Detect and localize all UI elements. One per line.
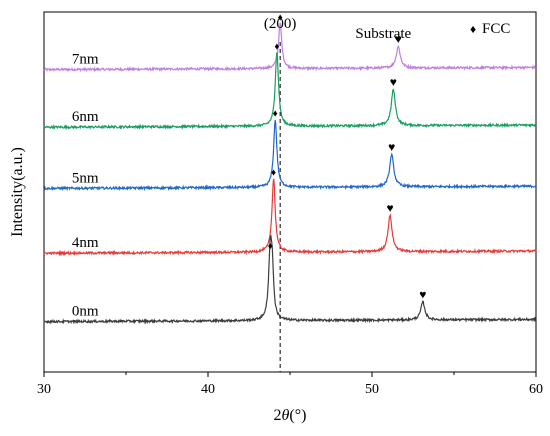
- series-line-0nm: [43, 235, 537, 325]
- series-label-7nm: 7nm: [72, 52, 99, 68]
- x-axis-label-prefix: 2: [274, 407, 282, 424]
- fcc-peak-diamond-icon: ♦: [273, 109, 278, 120]
- substrate-peak-heart-icon: ♥: [419, 288, 426, 302]
- series-line-7nm: [43, 22, 537, 73]
- fcc-peak-diamond-icon: ♦: [274, 41, 279, 52]
- legend: ♦ FCC: [470, 21, 510, 37]
- x-tick-label: 60: [529, 382, 543, 397]
- substrate-peak-heart-icon: ♥: [386, 201, 393, 215]
- fcc-peak-diamond-icon: ♦: [271, 167, 276, 178]
- x-tick-label: 50: [365, 382, 379, 397]
- annotation-substrate: Substrate: [355, 26, 411, 42]
- series-layer: 7nm 6nm 5nm 4nm 0nm: [43, 22, 537, 325]
- x-axis-label: 2θ(°): [274, 407, 307, 424]
- series-line-5nm: [43, 119, 536, 192]
- fcc-peak-diamond-icon: ♦: [278, 13, 283, 24]
- series-label-6nm: 6nm: [72, 109, 99, 125]
- x-tick-label: 30: [37, 382, 51, 397]
- series-label-4nm: 4nm: [72, 235, 99, 251]
- x-axis-label-suffix: (°): [289, 407, 306, 424]
- legend-label: FCC: [482, 21, 510, 37]
- substrate-peak-heart-icon: ♥: [395, 32, 402, 46]
- series-line-4nm: [43, 178, 537, 257]
- annotation-200: (200): [264, 16, 297, 32]
- legend-diamond-icon: ♦: [470, 22, 476, 36]
- substrate-peak-heart-icon: ♥: [388, 140, 395, 154]
- y-axis-label: Intensity(a.u.): [9, 147, 26, 237]
- x-tick-label: 40: [201, 382, 215, 397]
- axis-layer: 30 40 50 60: [37, 372, 543, 397]
- peak-marker-layer: ♦ ♥ ♦ ♥ ♦ ♥ ♦ ♥ ♦ ♥: [268, 13, 427, 302]
- series-label-0nm: 0nm: [72, 304, 99, 320]
- fcc-peak-diamond-icon: ♦: [268, 241, 273, 252]
- x-axis-label-theta: θ: [282, 407, 290, 424]
- series-line-6nm: [43, 51, 537, 131]
- series-label-5nm: 5nm: [72, 170, 99, 186]
- substrate-peak-heart-icon: ♥: [390, 75, 397, 89]
